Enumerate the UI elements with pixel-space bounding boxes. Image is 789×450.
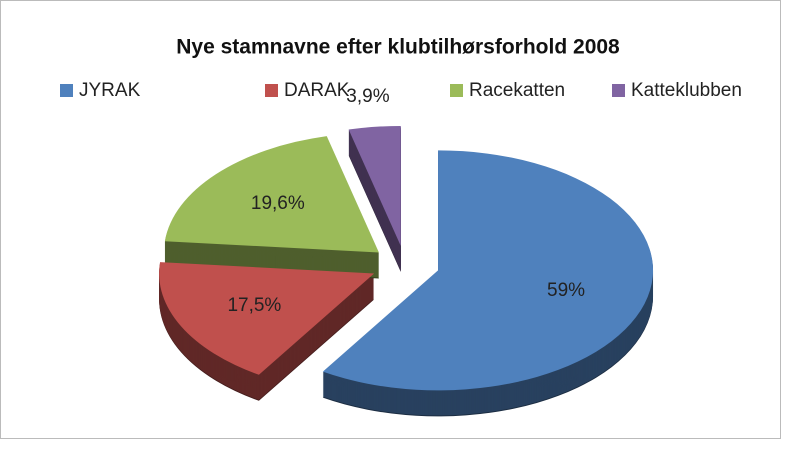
legend-swatch [60,84,73,97]
value-label: 3,9% [346,86,389,107]
legend-swatch [612,84,625,97]
slice [348,125,401,246]
value-label: 19,6% [251,193,305,214]
legend-label: JYRAK [79,80,141,101]
legend-label: DARAK [284,80,350,101]
legend-label: Racekatten [469,80,565,101]
chart-title: Nye stamnavne efter klubtilhørsforhold 2… [176,36,620,59]
slice [164,136,379,253]
slice [322,150,654,391]
legend-swatch [265,84,278,97]
value-label: 59% [547,280,585,301]
slice [159,262,375,375]
legend-swatch [450,84,463,97]
value-label: 17,5% [227,295,281,316]
legend-label: Katteklubben [631,80,742,101]
